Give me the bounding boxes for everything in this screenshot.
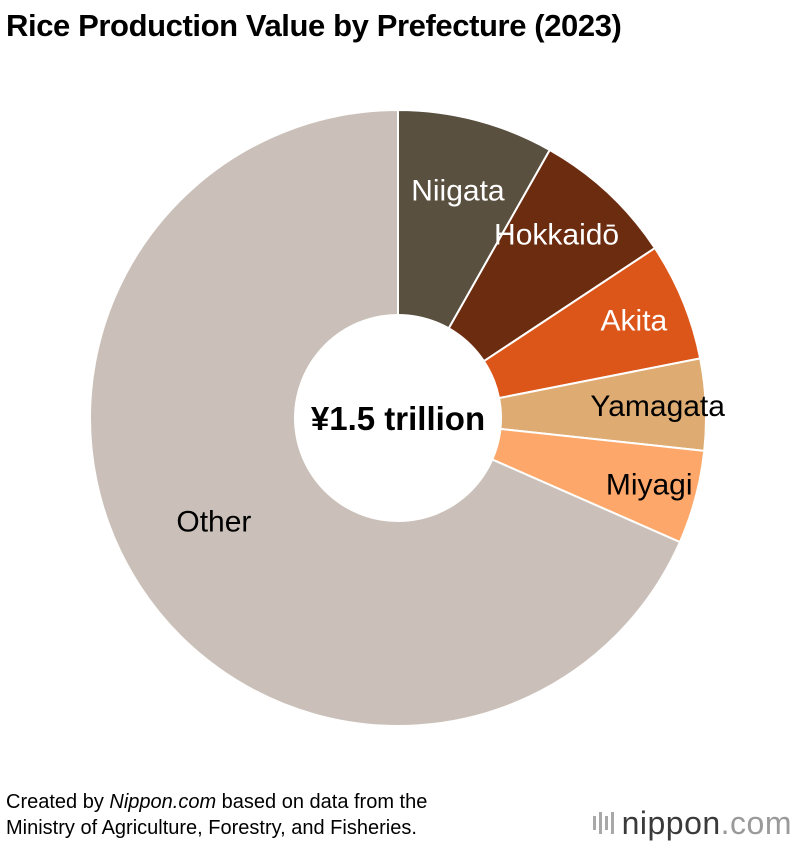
chart-title: Rice Production Value by Prefecture (202… bbox=[6, 8, 622, 43]
source-site: Nippon.com bbox=[109, 791, 217, 813]
label-miyagi: Miyagi bbox=[606, 469, 693, 502]
label-hokkaid: Hokkaidō bbox=[494, 219, 619, 252]
label-akita: Akita bbox=[601, 305, 668, 338]
nippon-logo: nippon.com bbox=[592, 804, 792, 841]
label-niigata: Niigata bbox=[411, 174, 505, 207]
label-other: Other bbox=[176, 505, 251, 538]
source-line-2: Ministry of Agriculture, Forestry, and F… bbox=[6, 817, 417, 839]
donut-chart: NiigataHokkaidōAkitaYamagataMiyagiOther … bbox=[89, 108, 725, 727]
logo-bars-icon bbox=[592, 812, 614, 834]
center-total-label: ¥1.5 trillion bbox=[311, 400, 485, 437]
logo-wordmark: nippon.com bbox=[621, 804, 792, 841]
slice-labels: Niigata Hokkaidō Akita Yamagata Miyagi Other bbox=[176, 174, 725, 538]
source-note: Created by Nippon.com based on data from… bbox=[6, 789, 427, 841]
source-line-1: Created by Nippon.com based on data from… bbox=[6, 791, 428, 813]
donut-hole bbox=[294, 314, 502, 522]
label-yamagata: Yamagata bbox=[590, 390, 725, 423]
